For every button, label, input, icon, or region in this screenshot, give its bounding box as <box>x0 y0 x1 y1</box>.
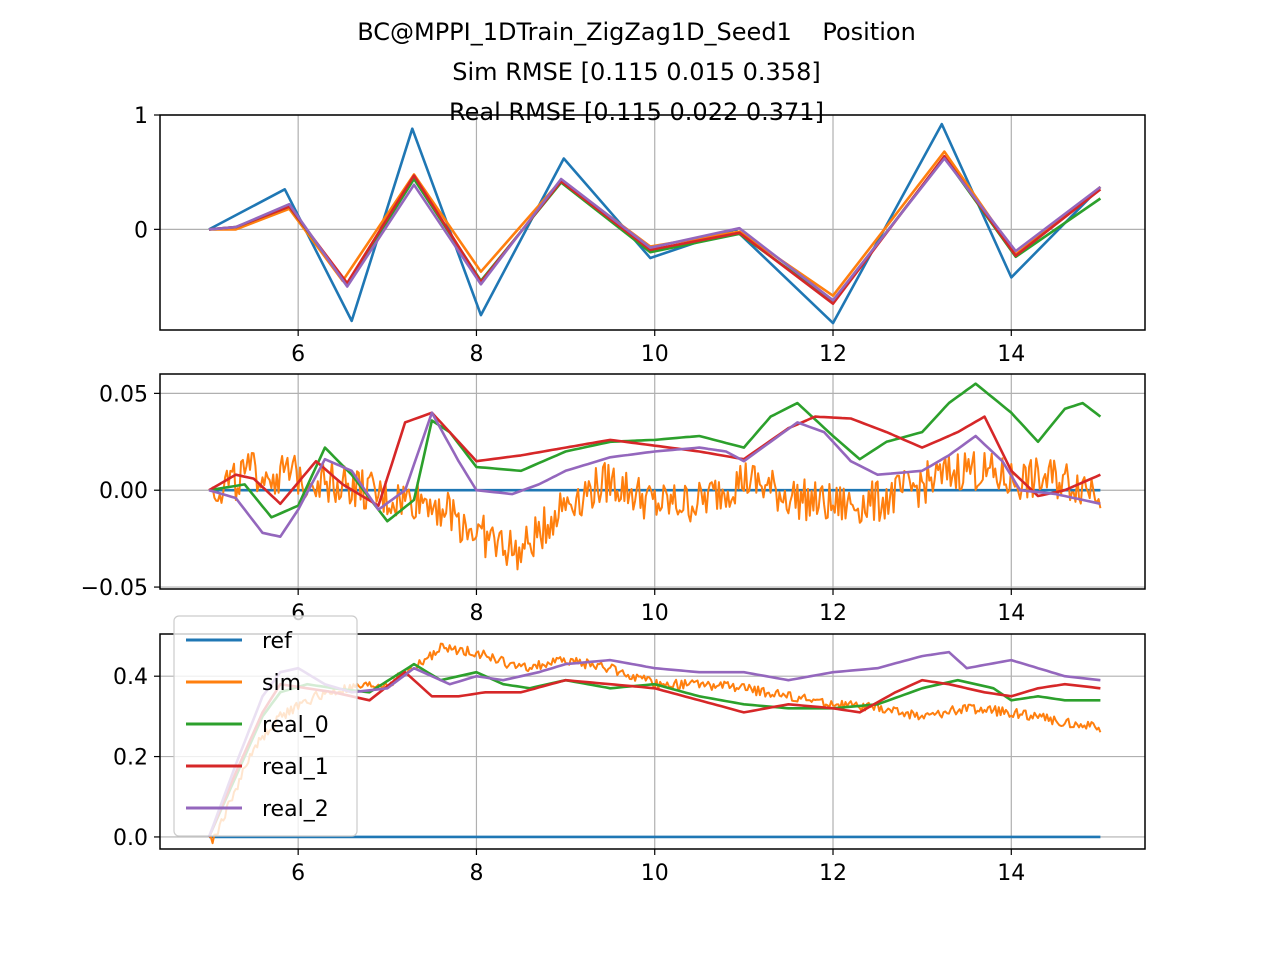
series-group <box>208 382 1102 571</box>
x-tick-label: 10 <box>641 342 669 367</box>
axes-frame <box>159 633 1146 850</box>
chart-top: 6 8 10 12 14 0 1 <box>134 104 1146 367</box>
x-tick-label: 10 <box>641 861 669 886</box>
x-tick-label: 14 <box>997 861 1025 886</box>
y-tick-label: 0.00 <box>99 479 148 504</box>
series-line-real_2 <box>208 157 1102 302</box>
x-tick-label: 12 <box>819 861 847 886</box>
series-line-sim <box>209 451 1102 571</box>
series-line-ref <box>208 122 1102 325</box>
x-tick-label: 6 <box>291 861 305 886</box>
x-tick-label: 8 <box>469 342 483 367</box>
series-group <box>208 122 1102 325</box>
legend-label-sim: sim <box>262 671 301 696</box>
y-tick-label: 0.05 <box>99 382 148 407</box>
legend-label-real_2: real_2 <box>262 797 329 822</box>
x-tick-label: 12 <box>819 342 847 367</box>
y-tick-label: 0.4 <box>113 665 148 690</box>
y-tick-label: 1 <box>134 104 148 129</box>
series-line-real_2 <box>208 411 1101 538</box>
x-tick-label: 14 <box>997 342 1025 367</box>
series-line-real_1 <box>207 670 1101 838</box>
series-line-real_1 <box>208 411 1101 507</box>
figure-title-line-2: Sim RMSE [0.115 0.015 0.358] <box>452 58 821 86</box>
series-line-real_1 <box>208 154 1102 305</box>
x-tick-label: 6 <box>291 342 305 367</box>
x-tick-label: 12 <box>819 601 847 626</box>
y-tick-label: 0.0 <box>113 826 148 851</box>
x-tick-label: 8 <box>469 601 483 626</box>
axes-frame <box>159 114 1146 331</box>
y-tick-label: 0 <box>134 218 148 243</box>
legend-label-real_0: real_0 <box>262 713 329 738</box>
chart-bottom: 6 8 10 12 14 0.0 0.2 0.4 ref sim real_0 real_1 real_… <box>113 615 1146 886</box>
x-tick-label: 14 <box>997 601 1025 626</box>
series-line-real_2 <box>207 650 1101 838</box>
series-group <box>207 642 1102 845</box>
x-tick-label: 10 <box>641 601 669 626</box>
figure-title-line-1: BC@MPPI_1DTrain_ZigZag1D_Seed1 Position <box>357 18 916 46</box>
series-line-real_0 <box>208 382 1102 523</box>
legend-label-real_1: real_1 <box>262 755 329 780</box>
axes-frame <box>159 373 1146 590</box>
y-tick-label: 0.2 <box>113 746 148 771</box>
legend-box <box>173 615 358 837</box>
figure-title-line-3: Real RMSE [0.115 0.022 0.371] <box>449 98 824 126</box>
chart-middle: 6 8 10 12 14−0.050.000.05 <box>81 373 1146 626</box>
legend-label-ref: ref <box>262 629 293 654</box>
x-tick-label: 8 <box>469 861 483 886</box>
y-tick-label: −0.05 <box>81 576 148 601</box>
